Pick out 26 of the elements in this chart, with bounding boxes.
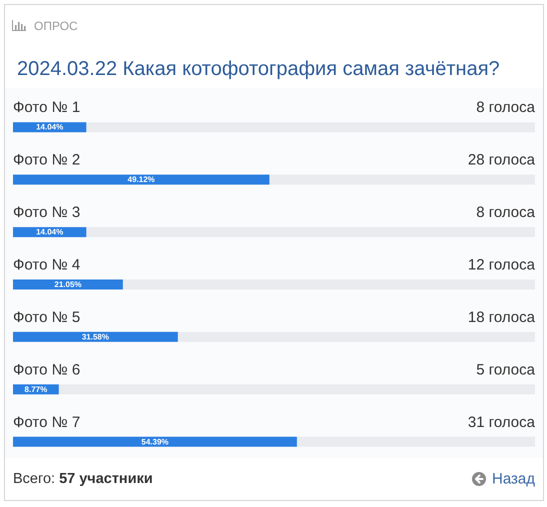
text: Всего: 57 участники: [13, 471, 153, 487]
annotation: 8 голоса: [476, 99, 536, 116]
text: ОПРОС: [34, 19, 78, 33]
y-tick-label: Фото № 2: [13, 152, 80, 169]
y-tick-label: Фото № 7: [13, 414, 80, 431]
text: Назад: [492, 470, 536, 488]
annotation: 28 голоса: [468, 152, 536, 169]
y-tick-label: Фото № 6: [13, 361, 80, 378]
data-label: 49.12%: [128, 175, 155, 184]
chart-title: 2024.03.22 Какая котофотография самая зачётная?: [17, 58, 500, 80]
data-label: 8.77%: [24, 384, 48, 394]
annotation: 31 голоса: [468, 414, 536, 431]
y-tick-label: Фото № 4: [13, 256, 80, 274]
y-tick-label: Фото № 3: [13, 204, 80, 222]
bar: [13, 280, 123, 290]
y-tick-label: Фото № 5: [13, 308, 80, 326]
annotation: 12 голоса: [468, 256, 536, 274]
data-label: 14.04%: [36, 228, 64, 237]
data-label: 21.05%: [54, 280, 82, 289]
annotation: 5 голоса: [476, 361, 536, 378]
y-tick-label: Фото № 1: [13, 99, 80, 116]
annotation: 8 голоса: [476, 204, 536, 222]
annotation: 18 голоса: [468, 308, 536, 326]
data-label: 14.04%: [36, 122, 64, 132]
data-label: 31.58%: [82, 332, 109, 342]
data-label: 54.39%: [141, 437, 169, 446]
